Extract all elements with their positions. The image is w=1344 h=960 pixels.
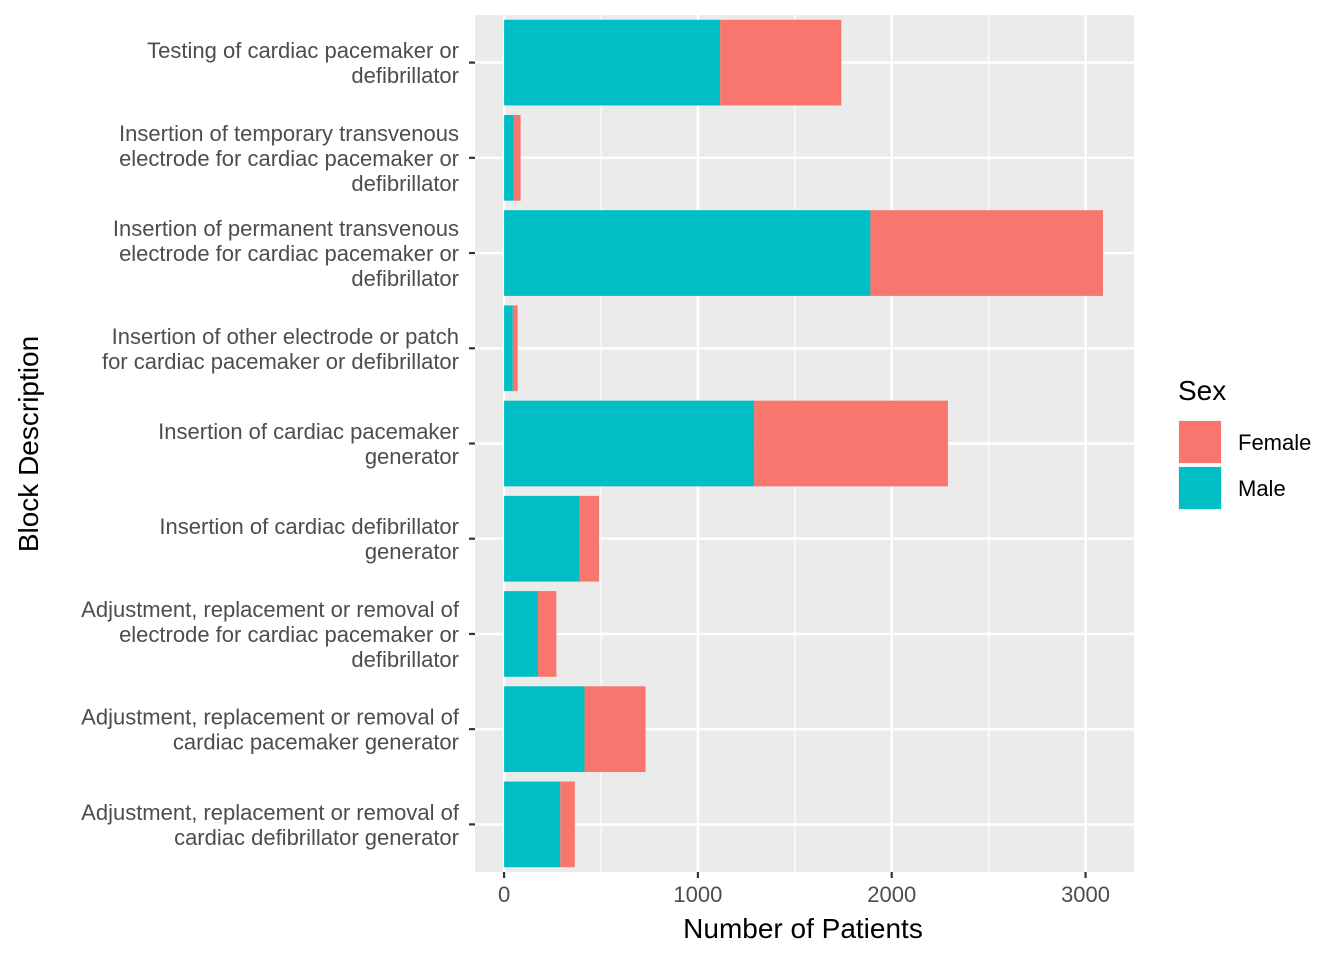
y-tick-label-line: electrode for cardiac pacemaker or — [119, 241, 459, 266]
y-tick-label: Testing of cardiac pacemaker or defibrill… — [147, 38, 459, 88]
y-tick-label: Insertion of cardiac defibrillator genera… — [159, 514, 459, 564]
bar-female — [537, 591, 557, 677]
bar-male — [504, 781, 561, 868]
bar-female — [560, 781, 575, 868]
y-tick-label-line: Insertion of cardiac pacemaker — [158, 419, 459, 444]
bar-male — [504, 591, 538, 677]
y-tick-label-line: for cardiac pacemaker or defibrillator — [102, 349, 459, 374]
y-tick-label-line: Insertion of permanent transvenous — [113, 216, 459, 241]
y-tick-label-line: defibrillator — [351, 266, 459, 291]
legend-label-female: Female — [1238, 430, 1311, 455]
bar-male — [504, 686, 585, 773]
bar-male — [504, 19, 721, 106]
y-tick-label: Insertion of cardiac pacemaker generator — [158, 419, 459, 469]
y-tick-label: Adjustment, replacement or removal of car… — [81, 800, 460, 850]
legend: Sex Female Male — [1178, 375, 1311, 510]
bar-female — [579, 495, 600, 582]
bar-male — [504, 495, 580, 582]
y-tick-label-line: generator — [365, 539, 459, 564]
y-tick-label: Insertion of permanent transvenous electr… — [113, 216, 459, 291]
bar-female — [870, 210, 1103, 296]
y-tick-label: Adjustment, replacement or removal of ele… — [81, 597, 460, 672]
bar-female — [584, 686, 646, 773]
y-tick-label-line: defibrillator — [351, 63, 459, 88]
y-tick-label-line: generator — [365, 444, 459, 469]
y-tick-label-line: cardiac pacemaker generator — [173, 730, 459, 755]
legend-swatch-male — [1179, 467, 1221, 509]
legend-swatch-female — [1179, 421, 1221, 463]
y-axis-title: Block Description — [13, 336, 44, 552]
bar-male — [504, 400, 755, 487]
x-axis: 0 1000 2000 3000 — [498, 872, 1110, 907]
y-tick-label: Adjustment, replacement or removal of car… — [81, 705, 460, 755]
bar-female — [512, 305, 518, 392]
legend-title: Sex — [1178, 375, 1226, 406]
x-tick-label: 2000 — [867, 882, 916, 907]
bars — [504, 19, 1103, 868]
y-tick-label-line: electrode for cardiac pacemaker or — [119, 146, 459, 171]
x-tick-label: 3000 — [1061, 882, 1110, 907]
x-tick-label: 1000 — [673, 882, 722, 907]
y-tick-label-line: defibrillator — [351, 647, 459, 672]
y-axis: Testing of cardiac pacemaker or defibrill… — [81, 38, 475, 850]
y-tick-label-line: defibrillator — [351, 171, 459, 196]
y-tick-label-line: Insertion of other electrode or patch — [112, 324, 459, 349]
y-tick-label-line: Testing of cardiac pacemaker or — [147, 38, 459, 63]
legend-label-male: Male — [1238, 476, 1286, 501]
bar-female — [754, 400, 948, 487]
y-tick-label-line: Adjustment, replacement or removal of — [81, 705, 460, 730]
bar-female — [513, 114, 521, 201]
y-tick-label-line: Adjustment, replacement or removal of — [81, 800, 460, 825]
bar-male — [504, 210, 871, 296]
y-tick-label-line: Insertion of temporary transvenous — [119, 121, 459, 146]
x-axis-title: Number of Patients — [683, 913, 923, 944]
y-tick-label-line: electrode for cardiac pacemaker or — [119, 622, 459, 647]
y-tick-label-line: Adjustment, replacement or removal of — [81, 597, 460, 622]
y-tick-label-line: Insertion of cardiac defibrillator — [159, 514, 459, 539]
y-tick-label: Insertion of temporary transvenous electr… — [119, 121, 459, 196]
bar-male — [504, 114, 514, 201]
y-tick-label-line: cardiac defibrillator generator — [174, 825, 459, 850]
x-tick-label: 0 — [498, 882, 510, 907]
bar-female — [720, 19, 842, 106]
y-tick-label: Insertion of other electrode or patch for… — [102, 324, 459, 374]
bar-male — [504, 305, 513, 392]
